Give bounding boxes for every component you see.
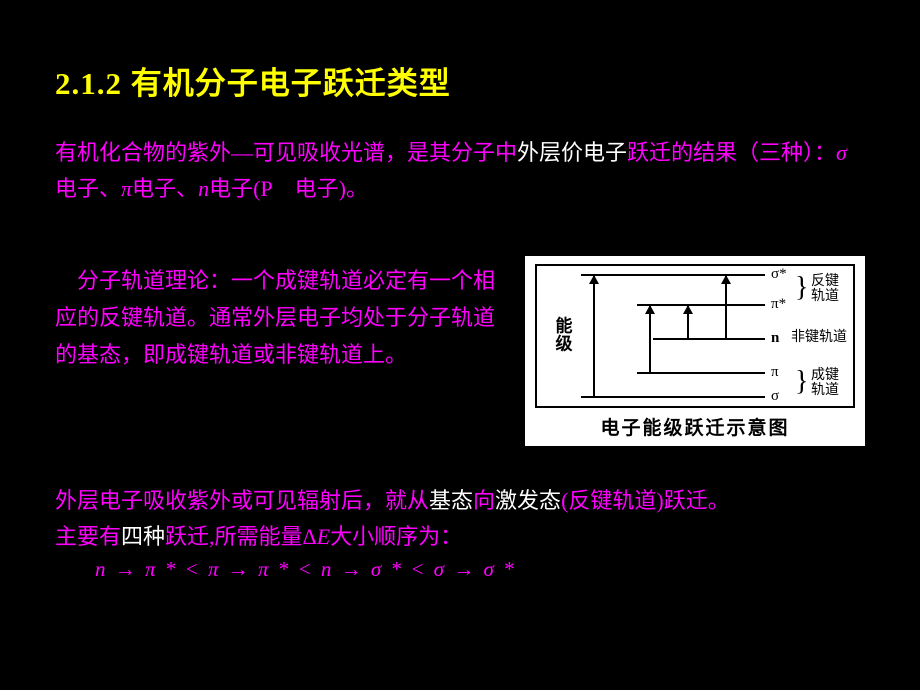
paragraph-3: 外层电子吸收紫外或可见辐射后，就从基态向激发态(反键轨道)跃迁。	[55, 484, 865, 518]
label-n: n	[771, 330, 779, 347]
p3-d: 激发态	[495, 488, 561, 513]
p4-d: E	[317, 524, 330, 549]
p1-n: n	[198, 176, 209, 201]
level-pi-star	[637, 304, 765, 306]
p1-f: 电子(P	[209, 176, 273, 201]
p4-c: 跃迁,所需能量Δ	[165, 524, 317, 549]
diagram-frame: 能级 σ* π* n π σ } 反键轨道 非键轨道 } 成键轨道	[535, 264, 855, 408]
p3-a: 外层电子吸收紫外或可见辐射后，就从	[55, 488, 429, 513]
arrow-n-sigmastar	[725, 276, 727, 338]
brace-anti: }	[795, 272, 808, 304]
paragraph-4: 主要有四种跃迁,所需能量ΔE大小顺序为：	[55, 520, 865, 553]
group-non: 非键轨道	[791, 330, 847, 345]
arrow-sigma-sigmastar	[593, 276, 595, 396]
p1-c: 跃迁的结果（三种）：	[627, 140, 836, 165]
energy-order: n → π * < π → π * < n → σ * < σ → σ *	[95, 557, 865, 582]
p4-e: 大小顺序为：	[330, 524, 462, 549]
label-pi-star: π*	[771, 296, 786, 313]
p3-b: 基态	[429, 488, 473, 513]
p1-sigma: σ	[836, 140, 847, 165]
level-sigma	[581, 396, 765, 398]
level-n	[653, 338, 765, 340]
diagram-yaxis-label: 能级	[555, 317, 573, 354]
mo-theory-text: 分子轨道理论：一个成键轨道必定有一个相应的反键轨道。通常外层电子均处于分子轨道的…	[55, 256, 505, 374]
level-sigma-star	[581, 274, 765, 276]
p1-g: 电子)。	[295, 176, 368, 201]
energy-level-diagram: 能级 σ* π* n π σ } 反键轨道 非键轨道 } 成键轨道	[525, 256, 865, 446]
arrow-pi-pistar	[649, 306, 651, 372]
p4-a: 主要有	[55, 524, 121, 549]
p1-a: 有机化合物的紫外—可见吸收光谱，是其分子中	[55, 140, 517, 165]
p3-c: 向	[473, 488, 495, 513]
p1-pi: π	[121, 176, 132, 201]
p3-e: (反键轨道)跃迁。	[561, 488, 730, 513]
diagram-caption: 电子能级跃迁示意图	[525, 413, 865, 440]
level-pi	[637, 372, 765, 374]
p1-d: 电子、	[55, 176, 121, 201]
middle-block: 分子轨道理论：一个成键轨道必定有一个相应的反键轨道。通常外层电子均处于分子轨道的…	[55, 256, 865, 446]
slide-title: 2.1.2 有机分子电子跃迁类型	[55, 58, 865, 103]
group-anti: 反键轨道	[811, 274, 845, 305]
group-bond: 成键轨道	[811, 368, 845, 399]
paragraph-1: 有机化合物的紫外—可见吸收光谱，是其分子中外层价电子跃迁的结果（三种）：σ 电子、…	[55, 135, 865, 208]
label-pi: π	[771, 364, 779, 381]
label-sigma-star: σ*	[771, 266, 787, 283]
p1-b: 外层价电子	[517, 140, 627, 165]
brace-bond: }	[795, 366, 808, 398]
p4-b: 四种	[121, 524, 165, 549]
arrow-n-pistar	[687, 306, 689, 338]
label-sigma: σ	[771, 388, 779, 405]
p1-e: 电子、	[132, 176, 198, 201]
